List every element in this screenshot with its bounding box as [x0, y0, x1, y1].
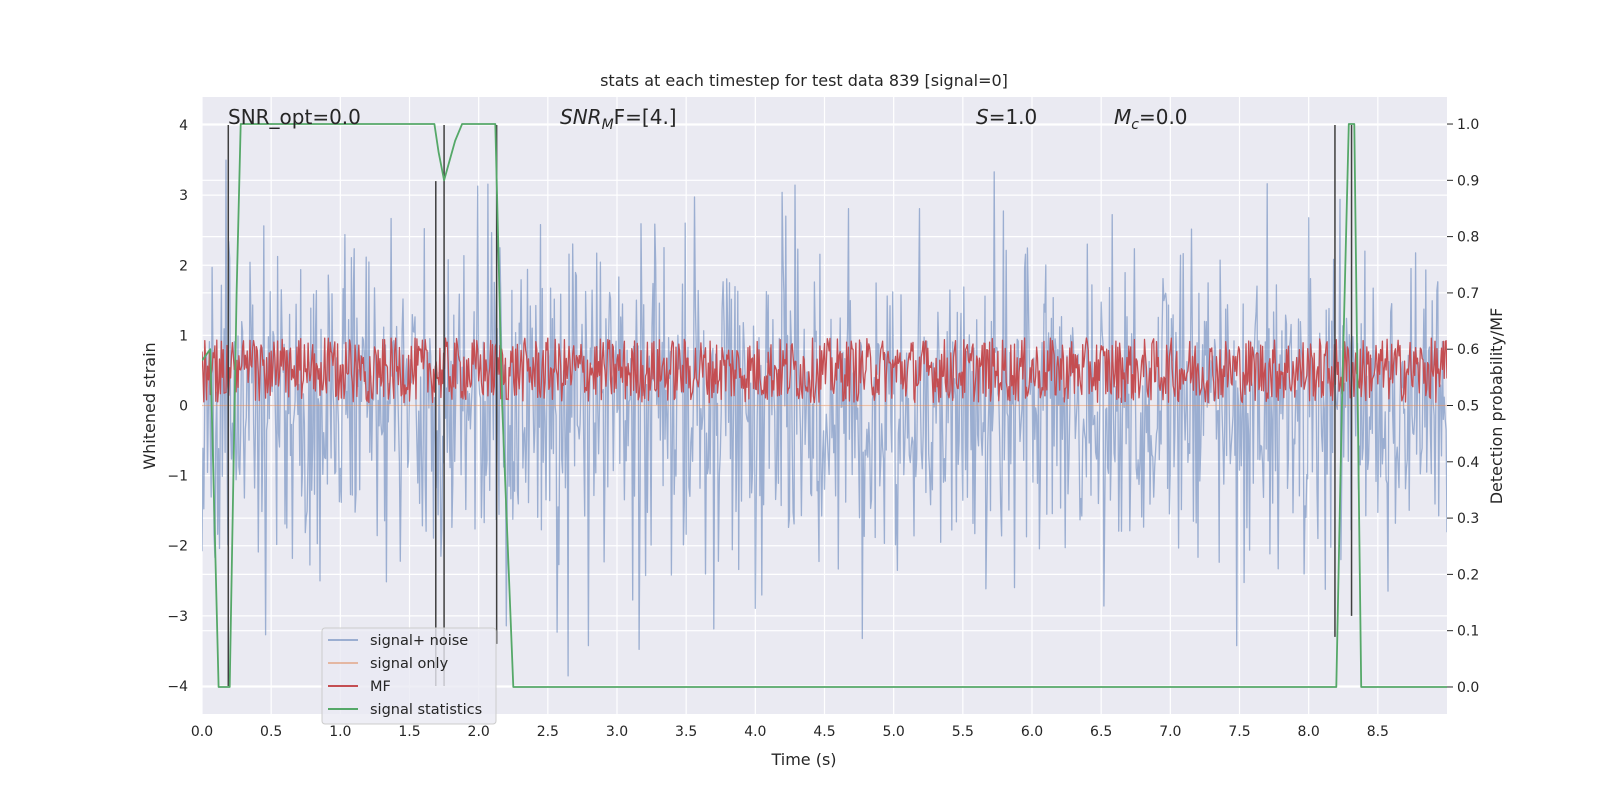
annotation-s-value: =1.0: [989, 105, 1038, 129]
y2-tick-label: 0.0: [1457, 680, 1479, 696]
legend-item-mf: MF: [328, 679, 391, 695]
annotation-snr-opt: SNR_opt=0.0: [228, 105, 361, 129]
y2-tick-label: 0.9: [1457, 173, 1479, 189]
annotation-snr-mf-prefix: SNR: [560, 105, 602, 129]
x-tick-label: 6.5: [1090, 724, 1112, 740]
x-tick-label: 3.5: [675, 724, 697, 740]
x-tick-label: 7.5: [1228, 724, 1250, 740]
legend-label-signal-only: signal only: [370, 656, 449, 672]
y2-tick-label: 1.0: [1457, 117, 1479, 133]
x-tick-label: 4.0: [744, 724, 766, 740]
chart-title: stats at each timestep for test data 839…: [600, 71, 1008, 90]
legend-label-signal-noise: signal+ noise: [370, 633, 468, 649]
y-tick-label: 4: [179, 118, 188, 134]
annotation-mc: Mc=0.0: [1114, 105, 1188, 133]
x-tick-label: 3.0: [606, 724, 628, 740]
y2-tick-label: 0.7: [1457, 286, 1479, 302]
x-tick-label: 6.0: [1021, 724, 1043, 740]
annotation-snr-mf-suffix: F=[4.]: [614, 105, 677, 129]
y-tick-label: 3: [179, 188, 188, 204]
y-tick-label: 1: [179, 328, 188, 344]
y-tick-label: 2: [179, 258, 188, 274]
x-axis-ticks: 0.0 0.5 1.0 1.5 2.0 2.5 3.0 3.5 4.0 4.5 5.0 5.5 6.0 6…: [191, 724, 1389, 740]
annotation-mc-symbol: M: [1114, 105, 1131, 129]
y2-tick-label: 0.3: [1457, 511, 1479, 527]
series-mf-line: [202, 337, 1447, 404]
legend: signal+ noise signal only MF signal stat…: [321, 627, 497, 725]
x-tick-label: 5.5: [952, 724, 974, 740]
legend-item-signal-noise: signal+ noise: [328, 633, 468, 649]
annotation-mc-value: =0.0: [1139, 105, 1188, 129]
legend-item-signal-only: signal only: [328, 656, 449, 672]
legend-label-mf: MF: [370, 679, 391, 695]
y-tick-label: −4: [167, 679, 188, 695]
series-signal-statistics-line: [202, 123, 1447, 688]
y2-tick-label: 0.1: [1457, 624, 1479, 640]
right-axis-ticks: 1.0 0.9 0.8 0.7 0.6 0.5 0.4 0.3 0.2 0.1 0.0: [1447, 117, 1479, 696]
y-tick-label: 0: [179, 399, 188, 415]
series-layer: [202, 123, 1447, 688]
annotation-s: S=1.0: [976, 105, 1037, 129]
y-tick-label: −1: [167, 469, 188, 485]
x-tick-label: 8.0: [1298, 724, 1320, 740]
x-tick-label: 1.5: [398, 724, 420, 740]
legend-item-signal-statistics: signal statistics: [328, 702, 482, 718]
y2-tick-label: 0.6: [1457, 342, 1479, 358]
x-tick-label: 5.0: [883, 724, 905, 740]
x-tick-label: 7.0: [1159, 724, 1181, 740]
y2-tick-label: 0.4: [1457, 455, 1479, 471]
y2-tick-label: 0.8: [1457, 230, 1479, 246]
x-tick-label: 8.5: [1367, 724, 1389, 740]
left-axis-ticks: 4 3 2 1 0 −1 −2 −3 −4: [167, 118, 188, 695]
x-tick-label: 2.0: [468, 724, 490, 740]
y2-tick-label: 0.5: [1457, 399, 1479, 415]
x-tick-label: 2.5: [537, 724, 559, 740]
annotation-mc-sub: c: [1131, 117, 1139, 133]
y-tick-label: −2: [167, 539, 188, 555]
annotation-s-symbol: S: [976, 105, 989, 129]
y-tick-label: −3: [167, 609, 188, 625]
y2-tick-label: 0.2: [1457, 567, 1479, 583]
y2-axis-label: Detection probability/MF: [1487, 308, 1506, 505]
legend-label-signal-statistics: signal statistics: [370, 702, 482, 718]
x-tick-label: 4.5: [813, 724, 835, 740]
annotations: SNR_opt=0.0 SNRMF=[4.] S=1.0 Mc=0.0: [228, 105, 1188, 133]
x-tick-label: 1.0: [329, 724, 351, 740]
annotation-snr-mf-sub: M: [602, 117, 614, 133]
x-tick-label: 0.5: [260, 724, 282, 740]
x-axis-label: Time (s): [770, 750, 836, 769]
legend-box: [321, 627, 497, 725]
annotation-snr-mf: SNRMF=[4.]: [560, 105, 677, 133]
x-tick-label: 0.0: [191, 724, 213, 740]
y-axis-label: Whitened strain: [140, 342, 159, 469]
